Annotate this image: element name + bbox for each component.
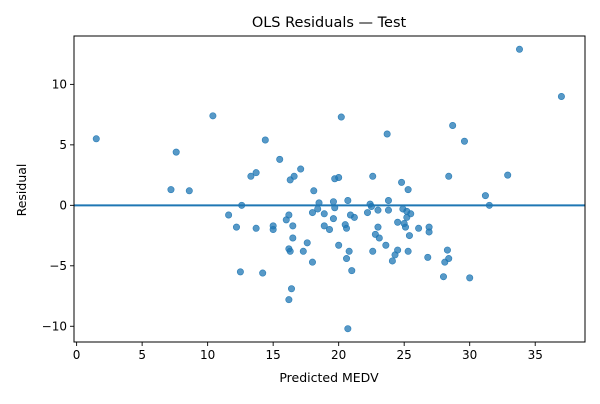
data-point (232, 223, 240, 231)
data-point (172, 148, 180, 156)
y-axis-label: Residual (14, 164, 29, 217)
data-point (343, 224, 351, 232)
data-point (337, 113, 345, 121)
data-point (374, 223, 382, 231)
x-tick-label: 35 (528, 348, 543, 362)
data-point (394, 246, 402, 254)
data-point (481, 192, 489, 200)
data-point (344, 196, 352, 204)
data-point (308, 209, 316, 217)
x-tick-label: 15 (266, 348, 281, 362)
data-point (335, 174, 343, 182)
data-point (407, 210, 415, 218)
data-point (299, 247, 307, 255)
data-point (374, 206, 382, 214)
data-point (252, 224, 260, 232)
data-point (425, 223, 433, 231)
data-point (445, 255, 453, 263)
data-point (348, 267, 356, 275)
axes: 0 5 10 15 20 25 30 35 −10 −5 0 5 10 (42, 35, 586, 362)
data-point (289, 222, 297, 230)
data-point (449, 122, 457, 130)
data-point (515, 45, 523, 53)
data-point (388, 257, 396, 265)
data-point (345, 247, 353, 255)
data-point (167, 186, 175, 194)
data-point (439, 273, 447, 281)
data-point (314, 205, 322, 213)
data-point (290, 172, 298, 180)
data-point (285, 296, 293, 304)
y-tick-label: 0 (59, 199, 67, 213)
y-tick-label: −10 (42, 320, 67, 334)
x-tick-label: 25 (397, 348, 412, 362)
data-point (405, 232, 413, 240)
data-point (424, 253, 432, 261)
data-point (367, 203, 375, 211)
data-point (445, 172, 453, 180)
data-point (225, 211, 233, 219)
plot-frame (73, 35, 586, 343)
data-point (383, 130, 391, 138)
data-point (259, 269, 267, 277)
y-tick-label: 10 (52, 78, 67, 92)
data-point (344, 325, 352, 333)
data-point (286, 247, 294, 255)
data-point (261, 136, 269, 144)
chart-title: OLS Residuals — Test (252, 15, 407, 31)
data-point (375, 234, 383, 242)
data-point (350, 213, 358, 221)
data-point (329, 215, 337, 223)
data-point (320, 210, 328, 218)
data-point (363, 209, 371, 217)
data-point (404, 247, 412, 255)
data-point (466, 274, 474, 282)
data-point (269, 226, 277, 234)
data-point (415, 224, 423, 232)
data-point (398, 178, 406, 186)
y-tick-label: −5 (49, 259, 67, 273)
data-point (236, 268, 244, 276)
data-point (504, 171, 512, 179)
data-point (185, 187, 193, 195)
data-point (325, 226, 333, 234)
data-point (343, 255, 351, 263)
data-point (303, 239, 311, 247)
data-point (557, 92, 565, 100)
data-point (394, 218, 402, 226)
data-point (369, 172, 377, 180)
x-tick-label: 30 (462, 348, 477, 362)
y-tick-label: 5 (59, 138, 67, 152)
data-point (404, 186, 412, 194)
data-point (289, 234, 297, 242)
x-tick-label: 0 (73, 348, 81, 362)
data-point (401, 223, 409, 231)
data-point (308, 258, 316, 266)
data-point (92, 135, 100, 143)
x-axis-label: Predicted MEDV (279, 370, 379, 385)
data-point (209, 112, 217, 120)
data-point (329, 198, 337, 206)
data-point (276, 155, 284, 163)
data-point (310, 187, 318, 195)
data-point (443, 246, 451, 254)
x-tick-label: 10 (200, 348, 215, 362)
data-point (335, 241, 343, 249)
data-point (384, 206, 392, 214)
data-point (252, 169, 260, 177)
data-point (285, 211, 293, 219)
data-point (297, 165, 305, 173)
data-point (460, 137, 468, 145)
data-point (287, 285, 295, 293)
data-point (382, 241, 390, 249)
data-point (384, 196, 392, 204)
data-point (369, 247, 377, 255)
x-tick-label: 5 (138, 348, 146, 362)
data-point (247, 172, 255, 180)
data-point (320, 222, 328, 230)
x-tick-label: 20 (331, 348, 346, 362)
plot-area (74, 45, 585, 333)
